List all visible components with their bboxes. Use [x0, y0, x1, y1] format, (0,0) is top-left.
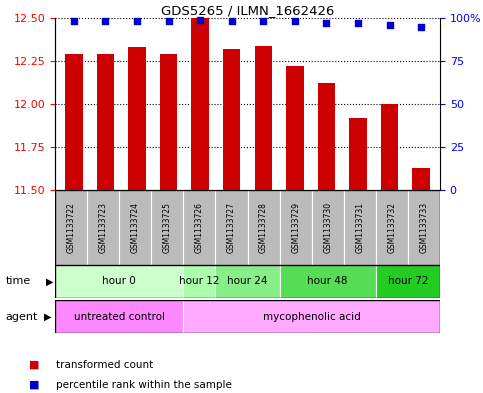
Point	[228, 18, 236, 25]
Bar	[412, 168, 430, 190]
Point	[417, 24, 425, 30]
Bar	[97, 54, 114, 190]
Bar	[376, 265, 440, 298]
Bar	[55, 265, 184, 298]
Point	[385, 22, 393, 28]
Text: hour 12: hour 12	[179, 277, 220, 286]
Text: untreated control: untreated control	[74, 312, 165, 321]
Text: GSM1133724: GSM1133724	[131, 202, 140, 253]
Text: GSM1133728: GSM1133728	[259, 202, 268, 253]
Bar	[215, 265, 280, 298]
Text: hour 0: hour 0	[102, 277, 136, 286]
Bar	[223, 49, 241, 190]
Bar	[65, 54, 83, 190]
Text: GSM1133723: GSM1133723	[99, 202, 108, 253]
Point	[354, 20, 362, 26]
Point	[70, 18, 78, 25]
Bar	[280, 190, 312, 265]
Title: GDS5265 / ILMN_1662426: GDS5265 / ILMN_1662426	[161, 4, 334, 17]
Text: ▶: ▶	[46, 277, 54, 286]
Text: GSM1133726: GSM1133726	[195, 202, 204, 253]
Bar	[255, 46, 272, 190]
Bar	[55, 190, 87, 265]
Bar	[344, 190, 376, 265]
Point	[291, 18, 298, 25]
Text: hour 72: hour 72	[388, 277, 428, 286]
Text: GSM1133727: GSM1133727	[227, 202, 236, 253]
Text: GSM1133725: GSM1133725	[163, 202, 172, 253]
Text: mycophenolic acid: mycophenolic acid	[263, 312, 360, 321]
Bar	[312, 190, 344, 265]
Bar	[215, 190, 247, 265]
Text: GSM1133732: GSM1133732	[387, 202, 397, 253]
Bar	[160, 54, 177, 190]
Bar	[349, 118, 367, 190]
Text: hour 24: hour 24	[227, 277, 268, 286]
Point	[101, 18, 109, 25]
Bar	[184, 265, 215, 298]
Text: ■: ■	[29, 360, 40, 370]
Bar	[376, 190, 408, 265]
Text: transformed count: transformed count	[56, 360, 153, 370]
Point	[259, 18, 267, 25]
Text: ■: ■	[29, 380, 40, 390]
Text: GSM1133722: GSM1133722	[67, 202, 75, 253]
Bar	[191, 18, 209, 190]
Bar	[55, 300, 184, 333]
Point	[133, 18, 141, 25]
Bar	[280, 265, 376, 298]
Bar	[247, 190, 280, 265]
Bar	[184, 300, 440, 333]
Point	[165, 18, 172, 25]
Point	[196, 17, 204, 23]
Text: percentile rank within the sample: percentile rank within the sample	[56, 380, 231, 390]
Text: GSM1133729: GSM1133729	[291, 202, 300, 253]
Text: agent: agent	[6, 312, 38, 321]
Bar	[128, 47, 146, 190]
Bar	[87, 190, 119, 265]
Text: GSM1133731: GSM1133731	[355, 202, 364, 253]
Point	[323, 20, 330, 26]
Bar	[184, 190, 215, 265]
Text: GSM1133733: GSM1133733	[419, 202, 428, 253]
Bar	[318, 83, 335, 190]
Bar	[119, 190, 151, 265]
Text: GSM1133730: GSM1133730	[323, 202, 332, 253]
Text: hour 48: hour 48	[308, 277, 348, 286]
Bar	[151, 190, 184, 265]
Bar	[408, 190, 440, 265]
Text: ▶: ▶	[43, 312, 51, 321]
Bar	[381, 104, 398, 190]
Text: time: time	[6, 277, 31, 286]
Bar	[286, 66, 303, 190]
